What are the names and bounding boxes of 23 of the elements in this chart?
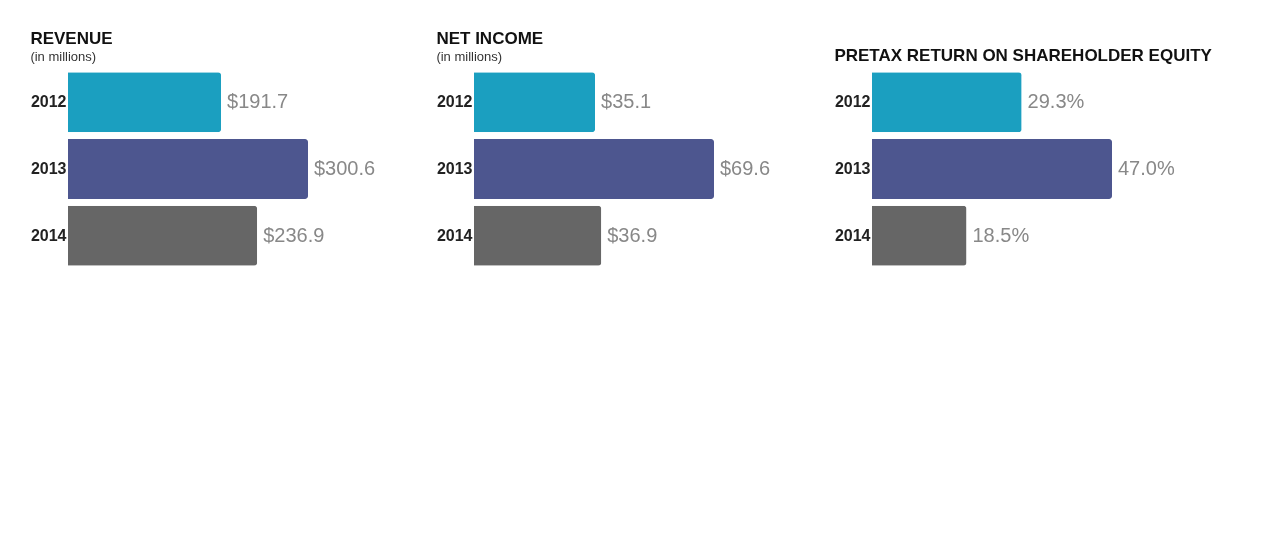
y-tick-label: 2014 bbox=[436, 226, 473, 244]
y-tick-label: 2013 bbox=[834, 160, 871, 177]
chart-title: PRETAX RETURN ON SHAREHOLDER EQUITY bbox=[834, 46, 1213, 65]
chart-subtitle: (in millions) bbox=[436, 49, 503, 64]
data-label: $36.9 bbox=[607, 223, 658, 246]
data-label: 18.5% bbox=[972, 223, 1030, 246]
y-tick-label: 2012 bbox=[436, 93, 473, 111]
y-tick-label: 2013 bbox=[436, 160, 473, 177]
y-tick-label: 2012 bbox=[30, 93, 67, 111]
chart-title: NET INCOME bbox=[436, 29, 544, 48]
data-label: $236.9 bbox=[263, 223, 325, 246]
data-label: $35.1 bbox=[601, 90, 652, 113]
data-label: $191.7 bbox=[227, 90, 289, 113]
chart-title: REVENUE bbox=[30, 29, 113, 48]
y-tick-label: 2012 bbox=[834, 93, 871, 111]
chart-subtitle: (in millions) bbox=[30, 49, 97, 64]
data-label: 47.0% bbox=[1118, 157, 1175, 179]
y-tick-label: 2014 bbox=[30, 226, 67, 244]
y-tick-label: 2013 bbox=[30, 160, 67, 177]
y-tick-label: 2014 bbox=[834, 226, 871, 244]
data-label: 29.3% bbox=[1027, 90, 1085, 113]
data-label: $69.6 bbox=[720, 157, 771, 179]
data-label: $300.6 bbox=[314, 157, 376, 179]
